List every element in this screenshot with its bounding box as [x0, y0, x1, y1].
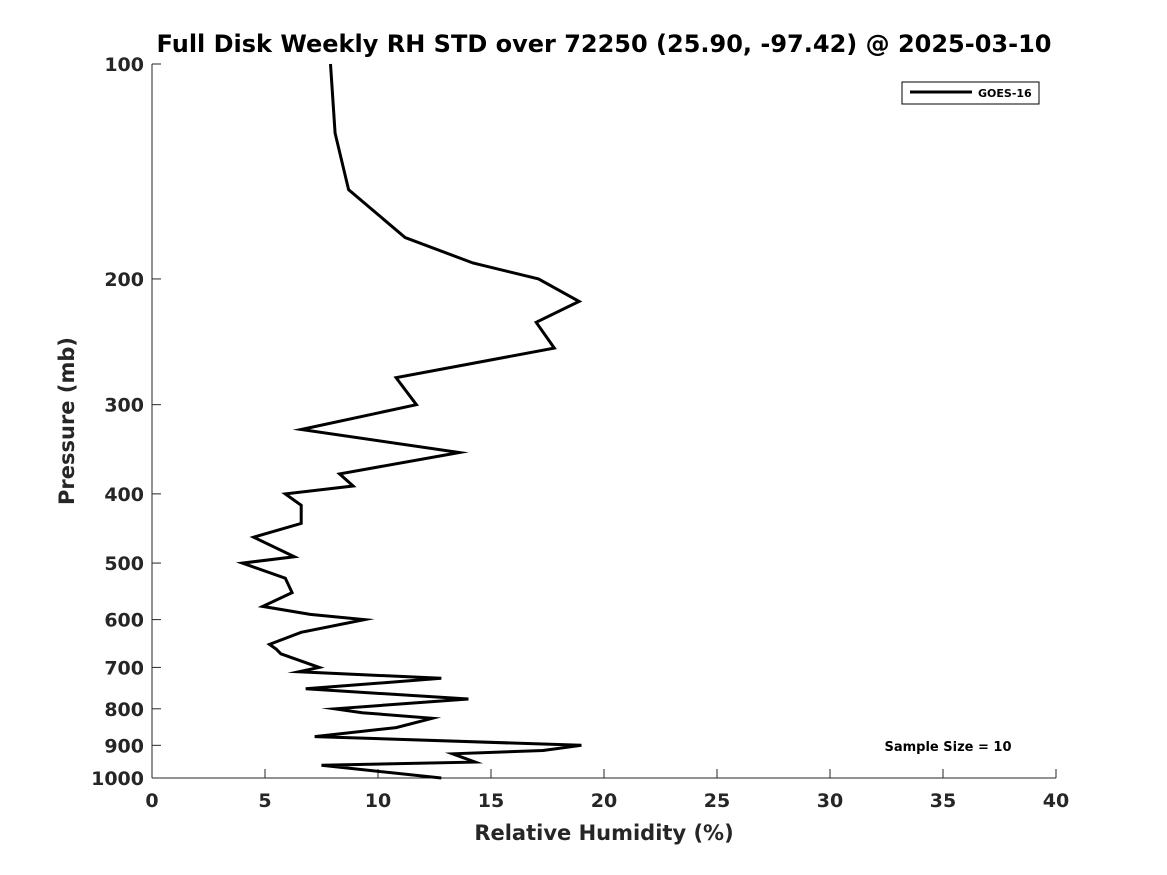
x-tick-label: 20: [591, 790, 617, 812]
y-tick-label: 200: [104, 269, 144, 291]
y-tick-label: 300: [104, 395, 144, 417]
y-axis-ticks: 100 200 300 400 500 600 700 800 900 1000: [91, 54, 161, 790]
x-tick-label: 10: [365, 790, 391, 812]
x-axis-label: Relative Humidity (%): [474, 821, 733, 845]
legend: GOES-16: [901, 81, 1040, 105]
x-axis-ticks: 0 5 10 15 20 25 30 35 40: [145, 769, 1069, 812]
y-tick-label: 400: [104, 484, 144, 506]
x-tick-label: 40: [1043, 790, 1069, 812]
chart-title: Full Disk Weekly RH STD over 72250 (25.9…: [157, 30, 1052, 58]
series-layer: [235, 63, 583, 780]
x-tick-label: 5: [258, 790, 271, 812]
x-tick-label: 30: [817, 790, 843, 812]
y-axis-label: Pressure (mb): [55, 337, 79, 505]
y-tick-label: 900: [104, 735, 144, 757]
y-tick-label: 800: [104, 699, 144, 721]
x-tick-label: 15: [478, 790, 504, 812]
x-tick-label: 35: [930, 790, 956, 812]
y-tick-label: 700: [104, 657, 144, 679]
legend-label-goes-16: GOES-16: [978, 87, 1032, 100]
y-tick-label: 100: [104, 54, 144, 76]
y-tick-label: 1000: [91, 768, 144, 790]
sample-size-annotation: Sample Size = 10: [884, 740, 1011, 755]
x-tick-label: 25: [704, 790, 730, 812]
y-tick-label: 600: [104, 610, 144, 632]
axes: [151, 64, 1056, 779]
series-line-goes-16: [235, 63, 583, 780]
y-tick-label: 500: [104, 553, 144, 575]
x-tick-label: 0: [145, 790, 158, 812]
